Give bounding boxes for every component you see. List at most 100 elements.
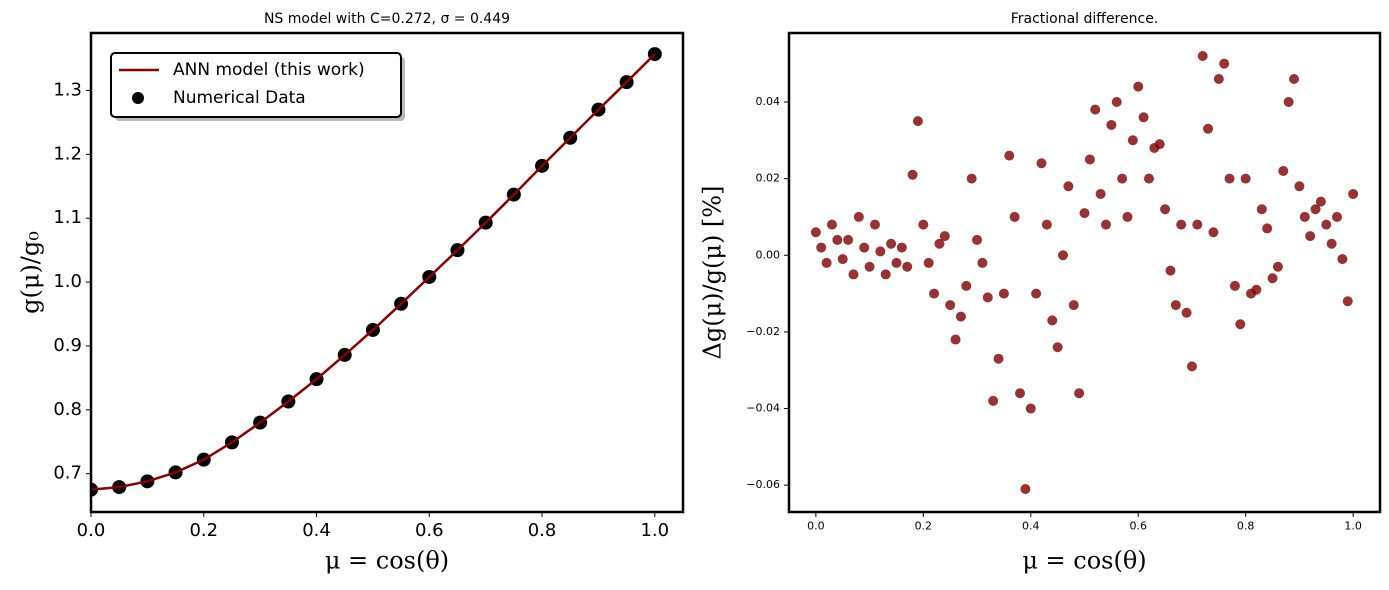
data-point: [1267, 273, 1278, 284]
chart-title: Fractional difference.: [1011, 11, 1159, 27]
data-point: [1015, 388, 1026, 399]
plot-area: [810, 50, 1359, 495]
x-tick-label: 0.6: [415, 520, 444, 541]
data-point: [1283, 96, 1294, 107]
data-point: [1310, 204, 1321, 215]
data-point: [1203, 123, 1214, 134]
data-point: [1127, 135, 1138, 146]
data-point: [1240, 173, 1251, 184]
data-point: [934, 238, 945, 249]
data-point: [1219, 58, 1230, 69]
data-point: [1321, 219, 1332, 230]
data-point: [832, 234, 843, 245]
data-point: [1326, 238, 1337, 249]
data-point: [1165, 265, 1176, 276]
data-point: [1213, 73, 1224, 84]
legend-label: ANN model (this work): [173, 60, 365, 80]
chart-title: NS model with C=0.272, σ = 0.449: [264, 11, 510, 27]
data-point: [977, 257, 988, 268]
x-tick-label: 1.0: [1344, 520, 1362, 533]
data-point: [1074, 388, 1085, 399]
data-point: [1342, 296, 1353, 307]
data-point: [950, 334, 961, 345]
data-point: [1299, 211, 1310, 222]
x-tick-label: 0.6: [1129, 520, 1147, 533]
data-point: [1256, 204, 1267, 215]
x-tick-label: 0.4: [1022, 520, 1040, 533]
y-tick-label: 0.7: [53, 463, 82, 484]
y-tick-label: 1.3: [53, 79, 82, 100]
data-point: [966, 173, 977, 184]
data-point: [1348, 188, 1359, 199]
data-point: [1181, 307, 1192, 318]
x-tick-label: 1.0: [640, 520, 669, 541]
data-point: [982, 292, 993, 303]
data-point: [1332, 211, 1343, 222]
data-point: [998, 288, 1009, 299]
data-point: [826, 219, 837, 230]
data-point: [1337, 254, 1348, 265]
data-point: [1090, 104, 1101, 115]
data-point: [891, 257, 902, 268]
data-point: [1170, 300, 1181, 311]
x-tick-label: 0.2: [189, 520, 218, 541]
axes-frame: [787, 31, 1382, 514]
data-point: [859, 242, 870, 253]
x-tick-label: 0.0: [77, 520, 106, 541]
y-axis-label: g(μ)/g₀: [17, 231, 45, 314]
x-tick-label: 0.0: [807, 520, 825, 533]
data-point: [896, 242, 907, 253]
data-point: [972, 234, 983, 245]
y-tick-label: 0.02: [756, 172, 781, 185]
data-point: [1192, 219, 1203, 230]
data-point: [1095, 188, 1106, 199]
data-point: [1020, 484, 1031, 495]
data-point: [1262, 223, 1273, 234]
data-point: [1235, 319, 1246, 330]
data-point: [1289, 73, 1300, 84]
data-point: [1100, 219, 1111, 230]
data-point: [955, 311, 966, 322]
data-point: [1224, 173, 1235, 184]
data-point: [1208, 227, 1219, 238]
data-point: [1294, 181, 1305, 192]
data-point: [1186, 361, 1197, 372]
data-point: [939, 231, 950, 242]
x-tick-label: 0.8: [1237, 520, 1255, 533]
legend-swatch: [132, 92, 144, 104]
data-point: [929, 288, 940, 299]
y-axis-label: Δg(μ)/g(μ) [%]: [699, 186, 727, 360]
data-point: [1272, 261, 1283, 272]
data-point: [993, 353, 1004, 364]
data-point: [1079, 208, 1090, 219]
data-point: [1063, 181, 1074, 192]
data-point: [810, 227, 821, 238]
y-tick-label: 0.00: [756, 248, 781, 261]
plot-area: [91, 47, 662, 497]
data-point: [923, 257, 934, 268]
data-point: [1041, 219, 1052, 230]
data-point: [875, 246, 886, 257]
data-point: [907, 169, 918, 180]
y-tick-label: −0.04: [746, 402, 780, 415]
data-point: [869, 219, 880, 230]
data-point: [1315, 196, 1326, 207]
data-point: [918, 219, 929, 230]
data-point: [1160, 204, 1171, 215]
y-tick-label: −0.06: [746, 478, 780, 491]
x-axis-label: μ = cos(θ): [325, 547, 449, 575]
data-point: [1004, 150, 1015, 161]
data-line: [91, 53, 656, 491]
data-point: [864, 261, 875, 272]
data-point: [945, 300, 956, 311]
data-point: [1031, 288, 1042, 299]
data-point: [1052, 342, 1063, 353]
data-point: [1278, 165, 1289, 176]
data-point: [988, 395, 999, 406]
data-point: [1111, 96, 1122, 107]
y-tick-label: 1.1: [53, 207, 82, 228]
y-tick-label: 0.9: [53, 335, 82, 356]
data-point: [902, 261, 913, 272]
data-point: [1143, 173, 1154, 184]
